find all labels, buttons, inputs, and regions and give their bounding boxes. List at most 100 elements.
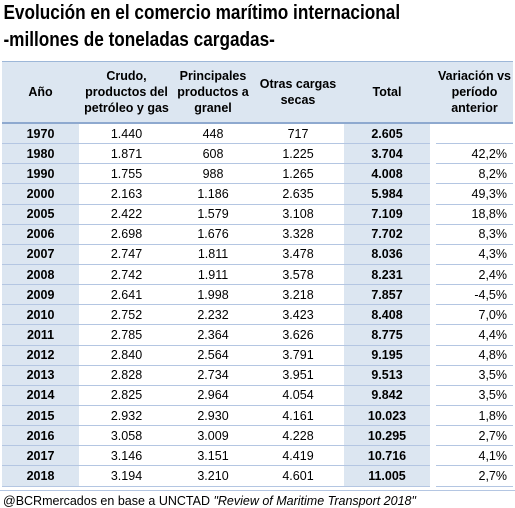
- principales-cell: 2.734: [174, 365, 252, 386]
- crudo-cell: 2.641: [79, 284, 174, 306]
- year-cell: 2009: [2, 284, 79, 306]
- year-cell: 2005: [2, 204, 79, 225]
- title-row-1: Evolución en el comercio marítimo intern…: [0, 0, 515, 27]
- table-row: 2016 3.058 3.009 4.228 10.295 2,7%: [2, 425, 513, 447]
- crudo-cell: 2.422: [79, 204, 174, 225]
- principales-cell: 2.232: [174, 304, 252, 326]
- otras-cell: 4.054: [252, 385, 344, 406]
- otras-cell: 1.265: [252, 163, 344, 185]
- total-cell: 10.716: [344, 445, 430, 467]
- principales-cell: 1.998: [174, 284, 252, 306]
- crudo-cell: 2.742: [79, 264, 174, 286]
- header-gap: [430, 61, 436, 123]
- total-cell: 2.605: [344, 123, 430, 145]
- principales-cell: 1.676: [174, 224, 252, 245]
- total-cell: 9.195: [344, 345, 430, 366]
- principales-cell: 448: [174, 123, 252, 145]
- crudo-cell: 2.698: [79, 224, 174, 245]
- otras-cell: 717: [252, 123, 344, 145]
- otras-cell: 4.161: [252, 405, 344, 427]
- table-row: 2006 2.698 1.676 3.328 7.702 8,3%: [2, 224, 513, 245]
- header-otras: Otras cargas secas: [252, 61, 344, 123]
- total-cell: 3.704: [344, 143, 430, 165]
- year-cell: 2011: [2, 324, 79, 346]
- otras-cell: 3.626: [252, 324, 344, 346]
- year-cell: 2008: [2, 264, 79, 286]
- year-cell: 2010: [2, 304, 79, 326]
- variacion-cell: 3,5%: [436, 385, 513, 406]
- otras-cell: 3.791: [252, 345, 344, 366]
- otras-cell: 3.478: [252, 244, 344, 265]
- otras-cell: 3.218: [252, 284, 344, 306]
- total-cell: 10.295: [344, 425, 430, 447]
- year-cell: 2017: [2, 445, 79, 467]
- otras-cell: 4.228: [252, 425, 344, 447]
- year-cell: 2007: [2, 244, 79, 265]
- variacion-cell: [436, 123, 513, 145]
- principales-cell: 2.364: [174, 324, 252, 346]
- year-cell: 2016: [2, 425, 79, 447]
- year-cell: 2006: [2, 224, 79, 245]
- variacion-cell: 7,0%: [436, 304, 513, 326]
- variacion-cell: 2,4%: [436, 264, 513, 286]
- table-row: 2005 2.422 1.579 3.108 7.109 18,8%: [2, 204, 513, 225]
- total-cell: 8.408: [344, 304, 430, 326]
- total-cell: 7.857: [344, 284, 430, 306]
- variacion-cell: 8,3%: [436, 224, 513, 245]
- total-cell: 10.023: [344, 405, 430, 427]
- variacion-cell: 49,3%: [436, 183, 513, 205]
- total-cell: 7.109: [344, 204, 430, 225]
- crudo-cell: 3.194: [79, 465, 174, 487]
- variacion-cell: 18,8%: [436, 204, 513, 225]
- source-footer: @BCRmercados en base a UNCTAD "Review of…: [0, 489, 515, 508]
- year-cell: 2013: [2, 365, 79, 386]
- header-total: Total: [344, 61, 430, 123]
- table-row: 2009 2.641 1.998 3.218 7.857 -4,5%: [2, 284, 513, 306]
- table-row: 2013 2.828 2.734 3.951 9.513 3,5%: [2, 365, 513, 386]
- trade-table: Año Crudo, productos del petróleo y gas …: [2, 61, 513, 487]
- variacion-cell: 4,1%: [436, 445, 513, 467]
- crudo-cell: 2.828: [79, 365, 174, 386]
- crudo-cell: 2.785: [79, 324, 174, 346]
- crudo-cell: 2.163: [79, 183, 174, 205]
- crudo-cell: 2.932: [79, 405, 174, 427]
- total-cell: 9.842: [344, 385, 430, 406]
- total-cell: 5.984: [344, 183, 430, 205]
- total-cell: 8.775: [344, 324, 430, 346]
- principales-cell: 3.151: [174, 445, 252, 467]
- variacion-cell: 2,7%: [436, 465, 513, 487]
- table-row: 2015 2.932 2.930 4.161 10.023 1,8%: [2, 405, 513, 427]
- header-principales: Principales productos a granel: [174, 61, 252, 123]
- page-title: Evolución en el comercio marítimo intern…: [3, 2, 401, 24]
- table-row: 2000 2.163 1.186 2.635 5.984 49,3%: [2, 183, 513, 205]
- total-cell: 8.036: [344, 244, 430, 265]
- year-cell: 1990: [2, 163, 79, 185]
- variacion-cell: 3,5%: [436, 365, 513, 386]
- principales-cell: 3.210: [174, 465, 252, 487]
- principales-cell: 988: [174, 163, 252, 185]
- table-row: 1990 1.755 988 1.265 4.008 8,2%: [2, 163, 513, 185]
- principales-cell: 2.964: [174, 385, 252, 406]
- header-year: Año: [2, 61, 79, 123]
- table-row: 2017 3.146 3.151 4.419 10.716 4,1%: [2, 445, 513, 467]
- otras-cell: 4.419: [252, 445, 344, 467]
- variacion-cell: 4,8%: [436, 345, 513, 366]
- table-row: 2014 2.825 2.964 4.054 9.842 3,5%: [2, 385, 513, 406]
- variacion-cell: -4,5%: [436, 284, 513, 306]
- otras-cell: 3.951: [252, 365, 344, 386]
- table-body: 1970 1.440 448 717 2.605 1980 1.871 608 1.225 3.7…: [2, 123, 513, 487]
- total-cell: 4.008: [344, 163, 430, 185]
- table-row: 2010 2.752 2.232 3.423 8.408 7,0%: [2, 304, 513, 326]
- total-cell: 11.005: [344, 465, 430, 487]
- otras-cell: 3.578: [252, 264, 344, 286]
- variacion-cell: 42,2%: [436, 143, 513, 165]
- otras-cell: 3.328: [252, 224, 344, 245]
- variacion-cell: 4,3%: [436, 244, 513, 265]
- crudo-cell: 2.747: [79, 244, 174, 265]
- report-title: "Review of Maritime Transport 2018": [213, 493, 416, 508]
- header-variacion: Variación vs período anterior: [436, 61, 513, 123]
- year-cell: 2015: [2, 405, 79, 427]
- variacion-cell: 4,4%: [436, 324, 513, 346]
- table-row: 2007 2.747 1.811 3.478 8.036 4,3%: [2, 244, 513, 265]
- year-cell: 2000: [2, 183, 79, 205]
